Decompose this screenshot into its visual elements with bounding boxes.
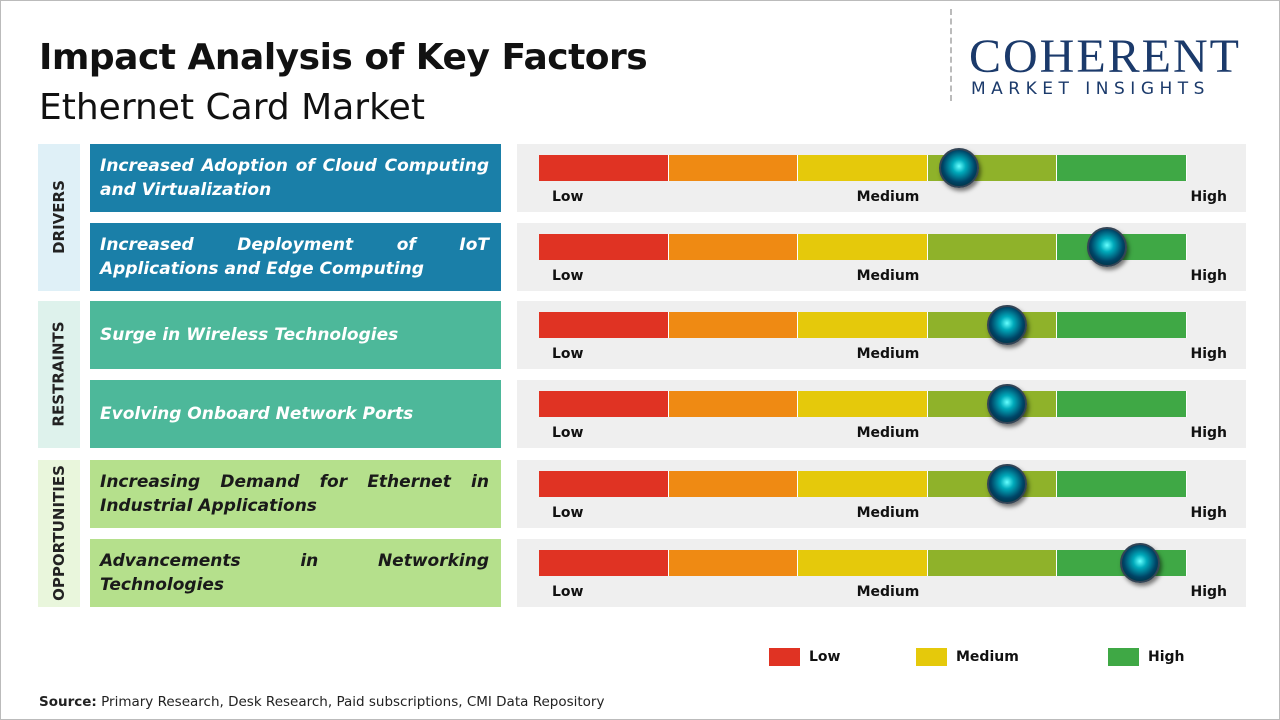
divider <box>950 9 952 101</box>
source-text: Primary Research, Desk Research, Paid su… <box>101 694 605 710</box>
source-label: Source: <box>39 694 97 710</box>
factor: Surge in Wireless Technologies <box>90 301 501 369</box>
scale-segment <box>668 549 799 576</box>
scale-low: Low <box>552 424 584 441</box>
scale-low: Low <box>552 583 584 600</box>
factor: Increasing Demand for Ethernet in Indust… <box>90 460 501 528</box>
scale-segment <box>1057 155 1187 181</box>
scale-segment <box>539 312 669 338</box>
legend-swatch <box>916 648 947 666</box>
scale-segment <box>798 233 928 260</box>
scale-segment <box>927 233 1058 260</box>
legend-swatch <box>1108 648 1139 666</box>
scale-high: High <box>1190 346 1227 362</box>
impact-marker <box>938 148 979 188</box>
source: Source: Primary Research, Desk Research,… <box>39 694 604 710</box>
scale-segment <box>668 312 799 338</box>
scale-medium: Medium <box>856 267 920 284</box>
scale-segment <box>1057 312 1187 338</box>
scale-medium: Medium <box>856 505 920 521</box>
legend-label: High <box>1148 649 1185 665</box>
section-label-box: DRIVERS <box>38 144 80 291</box>
scale-segment <box>539 233 669 260</box>
logo-name: COHERENT <box>969 30 1241 83</box>
scale-segment <box>668 155 799 181</box>
impact-marker <box>1086 226 1127 267</box>
scale-segment <box>668 233 799 260</box>
scale-segment <box>798 390 928 417</box>
scale-segment <box>668 471 799 497</box>
impact-marker <box>986 305 1027 345</box>
scale-segment <box>668 390 799 417</box>
scale-low: Low <box>552 346 584 362</box>
impact-marker <box>986 383 1027 424</box>
scale-high: High <box>1190 505 1227 521</box>
scale-low: Low <box>552 267 584 284</box>
impact-marker <box>1120 542 1161 583</box>
section-label: OPPORTUNITIES <box>50 465 68 602</box>
section-label: DRIVERS <box>50 180 69 255</box>
section-label-box: OPPORTUNITIES <box>38 460 80 607</box>
factor: Evolving Onboard Network Ports <box>90 379 501 448</box>
legend-swatch <box>769 648 800 666</box>
scale-medium: Medium <box>856 583 920 600</box>
factor: Increased Deployment of IoT Applications… <box>90 222 501 291</box>
scale-segment <box>798 549 928 576</box>
scale-high: High <box>1190 189 1227 205</box>
impact-marker <box>986 464 1027 504</box>
scale-segment <box>539 471 669 497</box>
scale-medium: Medium <box>856 189 920 205</box>
legend-label: Low <box>809 649 841 665</box>
logo-tagline: MARKET INSIGHTS <box>971 79 1210 99</box>
section-label-box: RESTRAINTS <box>38 301 80 448</box>
scale-low: Low <box>552 189 584 205</box>
scale-high: High <box>1190 424 1227 441</box>
scale-segment <box>927 549 1058 576</box>
subtitle: Ethernet Card Market <box>39 87 425 128</box>
scale-segment <box>798 312 928 338</box>
scale-segment <box>539 549 669 576</box>
scale-high: High <box>1190 267 1227 284</box>
scale-segment <box>798 155 928 181</box>
factor: Increased Adoption of Cloud Computing an… <box>90 144 501 212</box>
scale-high: High <box>1190 583 1227 600</box>
scale-medium: Medium <box>856 346 920 362</box>
section-label: RESTRAINTS <box>50 321 69 427</box>
scale-segment <box>539 390 669 417</box>
scale-medium: Medium <box>856 424 920 441</box>
scale-segment <box>798 471 928 497</box>
scale-segment <box>539 155 669 181</box>
scale-segment <box>1057 390 1187 417</box>
legend-label: Medium <box>956 649 1019 665</box>
scale-low: Low <box>552 505 584 521</box>
factor: Advancements in Networking Technologies <box>90 538 501 607</box>
scale-segment <box>1057 471 1187 497</box>
title: Impact Analysis of Key Factors <box>39 37 648 78</box>
